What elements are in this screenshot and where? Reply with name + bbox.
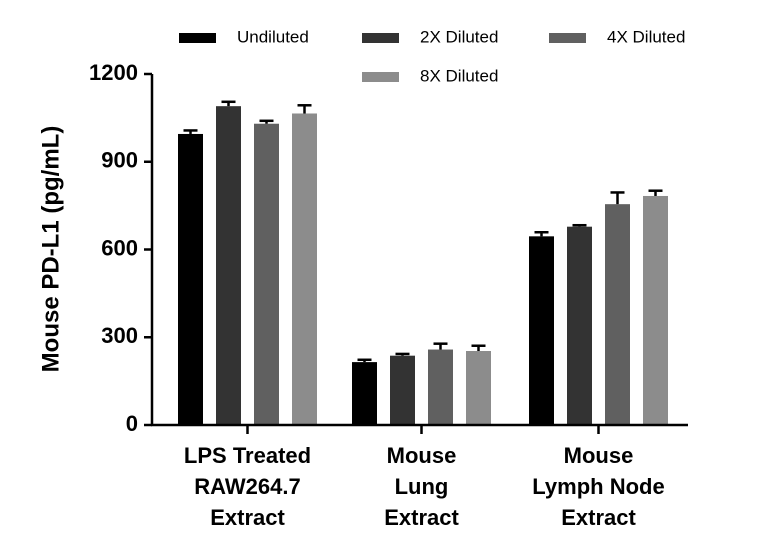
bar [254, 123, 279, 425]
legend-label: Undiluted [237, 27, 309, 46]
y-tick-label: 0 [126, 411, 138, 436]
legend-swatch [362, 33, 399, 43]
bar [605, 204, 630, 425]
bar [178, 133, 203, 425]
legend-swatch [549, 33, 586, 43]
x-axis: LPS Treated RAW264.7 Extract Mouse Lung Extra… [151, 423, 688, 530]
bar [292, 113, 317, 426]
bar [216, 106, 241, 426]
legend: Undiluted 2X Diluted 4X Diluted 8X Diluted [179, 27, 685, 85]
legend-swatch [362, 72, 399, 82]
y-tick-label: 1200 [89, 60, 138, 85]
x-tick-label: Mouse Lung Extract [384, 443, 459, 530]
x-tick-label: Mouse Lymph Node Extract [532, 443, 664, 530]
bar [643, 195, 668, 425]
x-tick-label: LPS Treated RAW264.7 Extract [184, 443, 311, 530]
legend-swatch [179, 33, 216, 43]
y-tick-label: 600 [101, 235, 138, 260]
y-axis: 0 300 600 900 1200 [89, 60, 154, 436]
bars [178, 100, 668, 426]
y-axis-title: Mouse PD-L1 (pg/mL) [37, 126, 64, 373]
y-tick-label: 300 [101, 323, 138, 348]
y-tick-label: 900 [101, 148, 138, 173]
bar [529, 236, 554, 425]
bar [567, 226, 592, 425]
bar [352, 362, 377, 425]
bar [428, 349, 453, 425]
legend-label: 8X Diluted [420, 66, 498, 85]
legend-label: 4X Diluted [607, 27, 685, 46]
bar [466, 350, 491, 425]
legend-label: 2X Diluted [420, 27, 498, 46]
bar [390, 355, 415, 425]
